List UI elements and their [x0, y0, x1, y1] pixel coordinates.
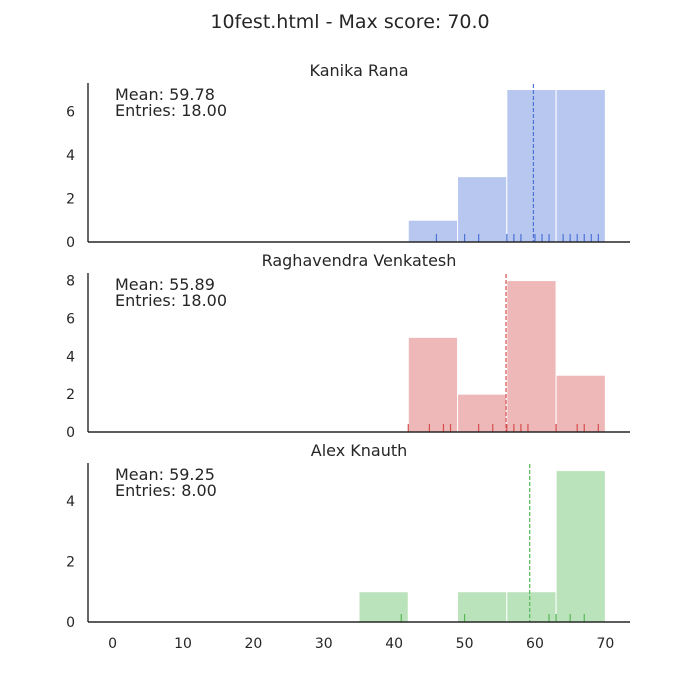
x-tick-label: 60	[526, 636, 544, 652]
mean-annotation: Mean: 59.25	[115, 465, 215, 484]
histogram-bar	[457, 393, 508, 433]
panel-title: Raghavendra Venkatesh	[262, 251, 457, 270]
y-tick-label: 0	[66, 615, 75, 631]
y-tick-label: 6	[66, 104, 75, 120]
panel-title: Alex Knauth	[311, 441, 408, 460]
histogram-bar	[506, 89, 557, 243]
y-tick-label: 6	[66, 311, 75, 327]
panel-title: Kanika Rana	[310, 61, 409, 80]
x-tick-label: 0	[108, 636, 117, 652]
entries-annotation: Entries: 18.00	[115, 291, 227, 310]
x-tick-label: 50	[456, 636, 474, 652]
x-tick-label: 70	[596, 636, 614, 652]
x-tick-label: 30	[315, 636, 333, 652]
entries-annotation: Entries: 8.00	[115, 481, 217, 500]
y-tick-label: 2	[66, 191, 75, 207]
x-tick-label: 40	[385, 636, 403, 652]
histogram-bar	[407, 219, 459, 243]
figure-title: 10fest.html - Max score: 70.0	[210, 11, 489, 33]
histogram-bar	[407, 336, 459, 433]
y-tick-label: 4	[66, 148, 75, 164]
panel-1: Raghavendra Venkatesh 0 2 4 6 8 Mean: 55.89Ent…	[66, 251, 630, 441]
y-tick-label: 4	[66, 349, 75, 365]
x-tick-label: 10	[174, 636, 192, 652]
histogram-bar	[555, 374, 606, 433]
mean-annotation: Mean: 59.78	[115, 85, 215, 104]
y-tick-label: 2	[66, 387, 75, 403]
histogram-bar	[555, 470, 606, 623]
x-tick-label: 20	[245, 636, 263, 652]
histogram-bar	[457, 176, 508, 243]
histogram-bar	[506, 280, 557, 433]
y-tick-label: 8	[66, 274, 75, 290]
y-tick-label: 4	[66, 494, 75, 510]
mean-annotation: Mean: 55.89	[115, 275, 215, 294]
entries-annotation: Entries: 18.00	[115, 101, 227, 120]
histogram-bar	[457, 591, 508, 623]
histogram-bar	[358, 591, 409, 623]
y-tick-label: 2	[66, 554, 75, 570]
histogram-bar	[555, 89, 606, 243]
y-tick-label: 0	[66, 425, 75, 441]
y-tick-label: 0	[66, 235, 75, 251]
